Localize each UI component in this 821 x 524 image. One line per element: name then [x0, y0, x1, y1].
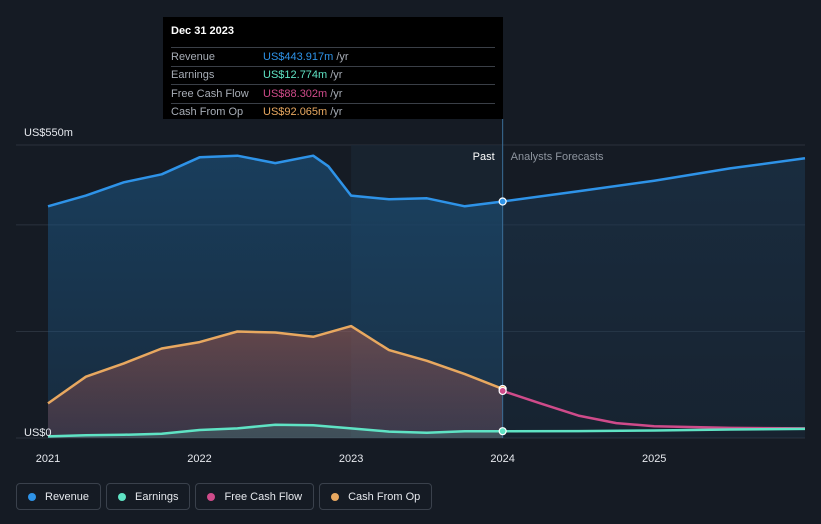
tooltip-unit: /yr	[330, 106, 343, 119]
tooltip-label: Revenue	[171, 50, 216, 63]
revenue-marker[interactable]	[498, 197, 507, 206]
tooltip-value: US$88.302m	[263, 87, 328, 100]
free-cash-flow-dot-icon	[207, 492, 216, 501]
revenue-forecast-area	[502, 158, 805, 439]
series-markers	[498, 197, 507, 436]
x-tick-label: 2021	[36, 453, 60, 465]
tooltip-row-cash-from-op: Cash From Op US$92.065m /yr	[171, 102, 495, 122]
axis-labels: US$550m US$0 2021 2022 2023 2024 2025	[24, 127, 666, 465]
tooltip-value: US$12.774m	[263, 69, 328, 82]
earnings-line	[47, 423, 503, 438]
tooltip-unit: /yr	[330, 69, 343, 82]
revenue-line	[47, 154, 503, 208]
earnings-dot-icon	[118, 492, 127, 501]
tooltip-label: Cash From Op	[171, 106, 244, 119]
free-cash-flow-forecast-line	[502, 389, 806, 430]
y-axis-label-zero: US$0	[24, 427, 52, 439]
cash-from-op-area	[48, 326, 503, 438]
earnings-forecast-line	[502, 427, 806, 433]
legend-label: Earnings	[135, 490, 179, 503]
revenue-forecast-line	[502, 157, 806, 203]
earnings-marker[interactable]	[498, 427, 507, 436]
forecast-label: Analysts Forecasts	[511, 151, 604, 163]
past-label: Past	[473, 151, 495, 163]
x-tick-label: 2023	[339, 453, 363, 465]
legend-item-free-cash-flow[interactable]: Free Cash Flow	[195, 483, 315, 510]
tooltip-row-revenue: Revenue US$443.917m /yr	[171, 47, 495, 66]
tooltip: Dec 31 2023 Revenue US$443.917m /yr Earn…	[163, 17, 503, 119]
free-cash-flow-marker[interactable]	[498, 386, 507, 396]
y-axis-label-max: US$550m	[24, 127, 73, 139]
series-lines	[47, 154, 806, 438]
tooltip-unit: /yr	[330, 87, 343, 100]
tooltip-row-earnings: Earnings US$12.774m /yr	[171, 65, 495, 85]
revenue-dot-icon	[28, 492, 36, 501]
tooltip-value: US$443.917m	[263, 50, 334, 63]
x-tick-label: 2024	[490, 453, 514, 465]
legend-label: Revenue	[45, 490, 90, 503]
tooltip-row-free-cash-flow: Free Cash Flow US$88.302m /yr	[171, 84, 495, 103]
tooltip-label: Free Cash Flow	[171, 87, 249, 100]
cash-from-op-line	[47, 324, 504, 405]
tooltip-unit: /yr	[336, 50, 349, 63]
cash-from-op-dot-icon	[331, 492, 340, 501]
legend-item-earnings[interactable]: Earnings	[106, 483, 191, 510]
x-tick-label: 2025	[642, 453, 666, 465]
legend-label: Free Cash Flow	[224, 490, 303, 503]
tooltip-date: Dec 31 2023	[171, 25, 234, 37]
legend-label: Cash From Op	[348, 490, 421, 503]
x-tick-label: 2022	[187, 453, 211, 465]
legend-item-revenue[interactable]: Revenue	[16, 483, 102, 510]
tooltip-value: US$92.065m	[263, 106, 328, 119]
legend-item-cash-from-op[interactable]: Cash From Op	[319, 483, 433, 510]
tooltip-label: Earnings	[171, 69, 215, 82]
legend: Revenue Earnings Free Cash Flow Cash Fro…	[16, 483, 433, 510]
